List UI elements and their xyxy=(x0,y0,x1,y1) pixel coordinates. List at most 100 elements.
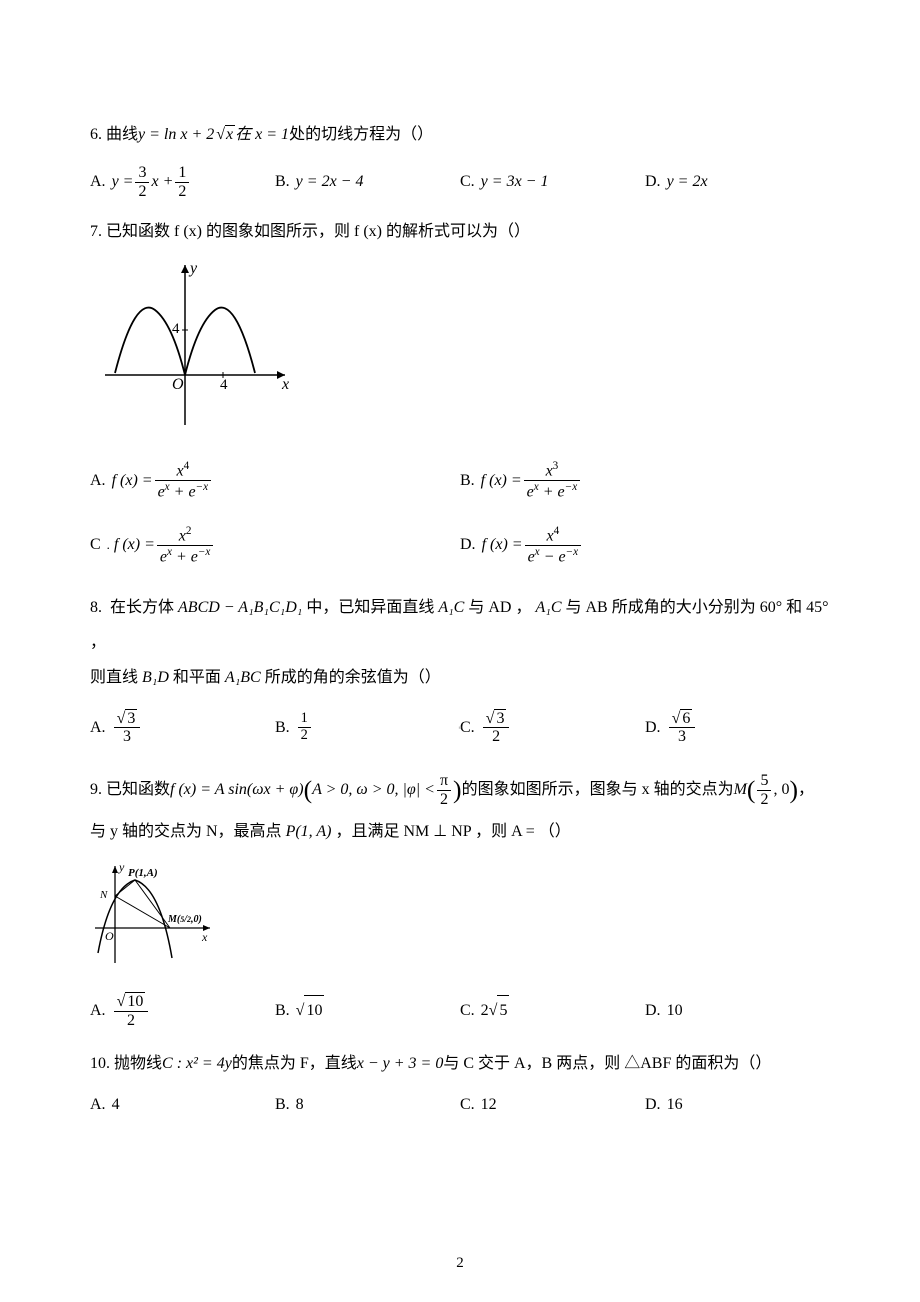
q7-c-denop: + e xyxy=(172,548,198,565)
q7-c-numexp: 2 xyxy=(186,525,192,537)
q7-c-label: C xyxy=(90,530,101,560)
q9-pi2: π 2 xyxy=(437,772,451,808)
q8-a-label: A. xyxy=(90,713,106,743)
q7-c-frac: x2 ex + e−x xyxy=(157,525,214,566)
q7-c-num: x xyxy=(179,528,186,545)
q7-d-denl: e xyxy=(528,548,535,565)
q9-line1: 9. 已知函数 f (x) = A sin(ωx + φ) ( A > 0, ω… xyxy=(90,766,830,815)
q9-opt-d[interactable]: D. 10 xyxy=(645,993,830,1029)
q6-a-f2n: 1 xyxy=(175,164,189,183)
q7-opt-a[interactable]: A. f (x) = x4 ex + e−x xyxy=(90,460,460,501)
q8-ac2: A₁C xyxy=(535,599,561,616)
q7-x-label: x xyxy=(281,376,289,393)
q8-andab: 与 AB 所成角的大小分别为 xyxy=(566,599,760,616)
q9-c-coef: 2 xyxy=(481,996,489,1026)
q8-l2c: 所成的角的余弦值为（） xyxy=(265,669,441,686)
q9-opt-c[interactable]: C. 2√5 xyxy=(460,993,645,1029)
q9-b-s: 10 xyxy=(304,995,324,1026)
q6-opt-b[interactable]: B. y = 2x − 4 xyxy=(275,164,460,200)
q9-Ml: M(5/2,0) xyxy=(167,914,202,925)
q8-comma: ， xyxy=(90,634,106,651)
q9-stema: 已知函数 xyxy=(106,775,170,805)
q9-svg: y x O N P(1,A) M(5/2,0) xyxy=(90,858,220,968)
q6-opt-d[interactable]: D. y = 2x xyxy=(645,164,830,200)
q8-ang1: 60° xyxy=(760,599,782,616)
q8-opt-d[interactable]: D. √6 3 xyxy=(645,710,830,746)
q10-line: x − y + 3 = 0 xyxy=(357,1049,444,1079)
question-9: 9. 已知函数 f (x) = A sin(ωx + φ) ( A > 0, ω… xyxy=(90,766,830,1029)
q7-b-lhs: f (x) = xyxy=(481,466,522,496)
q9-Pl: P(1,A) xyxy=(128,867,158,879)
q6-stem-post: 处的切线方程为（） xyxy=(289,120,433,150)
q9-b-label: B. xyxy=(275,996,290,1026)
q10-opt-d[interactable]: D. 16 xyxy=(645,1090,830,1120)
q8-c-label: C. xyxy=(460,713,475,743)
q8-c-frac: √3 2 xyxy=(483,710,510,746)
q9-mn: 5 xyxy=(757,772,771,791)
q8-andw: 和 xyxy=(786,599,806,616)
q7-a-numexp: 4 xyxy=(184,460,190,472)
q9-line2: 与 y 轴的交点为 N，最高点 P(1, A) ，且满足 NM ⊥ NP ，则 … xyxy=(90,814,830,849)
q8-a-d: 3 xyxy=(114,728,141,746)
q9-fx: f (x) = A sin(ωx + φ) xyxy=(170,775,304,805)
q10-d-label: D. xyxy=(645,1090,661,1120)
q9-my: , 0 xyxy=(773,775,789,805)
q10-c-label: C. xyxy=(460,1090,475,1120)
q10-opt-b[interactable]: B. 8 xyxy=(275,1090,460,1120)
q8-b-n: 1 xyxy=(298,711,311,728)
q6-b-label: B. xyxy=(275,167,290,197)
lparen-icon: ( xyxy=(304,766,313,815)
q10-stem: 10. 抛物线 C : x² = 4y 的焦点为 F，直线 x − y + 3 … xyxy=(90,1049,830,1079)
q6-opt-c[interactable]: C. y = 3x − 1 xyxy=(460,164,645,200)
q10-b-label: B. xyxy=(275,1090,290,1120)
q7-a-num: x xyxy=(176,463,183,480)
q9-pi2n: π xyxy=(437,772,451,791)
q8-d-ns: 6 xyxy=(680,709,692,727)
page: 6. 曲线 y = ln x + 2 √x 在 x = 1 处的切线方程为（） … xyxy=(0,0,920,1302)
q9-M: M xyxy=(734,775,747,805)
q6-stem-pre: 曲线 xyxy=(106,120,138,150)
q7-b-denre: −x xyxy=(565,481,578,493)
q9-a-label: A. xyxy=(90,996,106,1026)
q9-a-d: 2 xyxy=(114,1012,149,1030)
q9-opt-b[interactable]: B. √10 xyxy=(275,993,460,1029)
q8-d-label: D. xyxy=(645,713,661,743)
q9-y: y xyxy=(118,860,125,874)
q6-options: A. y = 3 2 x + 1 2 B. y = 2x − 4 C. y = … xyxy=(90,164,830,200)
q10-opt-a[interactable]: A. 4 xyxy=(90,1090,275,1120)
q6-d-label: D. xyxy=(645,167,661,197)
q10-d-text: 16 xyxy=(667,1090,683,1120)
q10-c-text: 12 xyxy=(481,1090,497,1120)
q7-opt-b[interactable]: B. f (x) = x3 ex + e−x xyxy=(460,460,830,501)
q7-a-label: A. xyxy=(90,466,106,496)
q8-ac: A₁C xyxy=(438,599,464,616)
q6-c-text: y = 3x − 1 xyxy=(481,167,549,197)
q7-c-dot: . xyxy=(107,533,110,557)
q8-opt-b[interactable]: B. 1 2 xyxy=(275,710,460,746)
q8-bd: B₁D xyxy=(142,669,169,686)
q10-stemb: 的焦点为 F，直线 xyxy=(232,1049,357,1079)
q8-abc: A₁BC xyxy=(225,669,261,686)
q6-a-lead: y = xyxy=(112,167,134,197)
q8-opt-c[interactable]: C. √3 2 xyxy=(460,710,645,746)
q8-opt-a[interactable]: A. √3 3 xyxy=(90,710,275,746)
q9-opt-a[interactable]: A. √10 2 xyxy=(90,993,275,1029)
q7-a-frac: x4 ex + e−x xyxy=(155,460,212,501)
q10-opt-c[interactable]: C. 12 xyxy=(460,1090,645,1120)
q7-b-label: B. xyxy=(460,466,475,496)
q7-opt-c[interactable]: C. f (x) = x2 ex + e−x xyxy=(90,525,460,566)
q6-opt-a[interactable]: A. y = 3 2 x + 1 2 xyxy=(90,164,275,200)
q7-xtick: 4 xyxy=(220,377,228,393)
q7-d-numexp: 4 xyxy=(554,525,560,537)
q6-d-text: y = 2x xyxy=(667,167,708,197)
lparen2-icon: ( xyxy=(747,766,756,815)
q9-a-ns: 10 xyxy=(125,992,145,1010)
q7-opt-d[interactable]: D. f (x) = x4 ex − e−x xyxy=(460,525,830,566)
q7-c-lhs: f (x) = xyxy=(114,530,155,560)
q6-a-frac2: 1 2 xyxy=(175,164,189,200)
q8-number: 8. xyxy=(90,599,102,616)
rparen2-icon: ) xyxy=(789,766,798,815)
q6-a-mid: x + xyxy=(151,167,173,197)
q6-c-label: C. xyxy=(460,167,475,197)
q10-C: C : x² = 4y xyxy=(162,1049,232,1079)
